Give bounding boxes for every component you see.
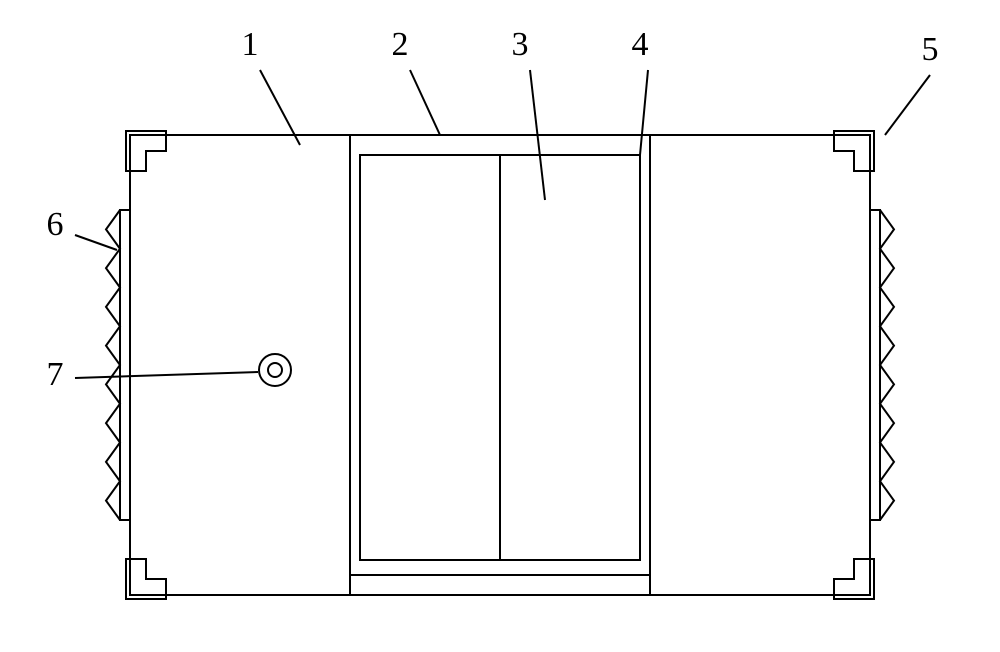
leader-4 <box>640 70 648 155</box>
left-serration-strip <box>120 210 130 520</box>
leader-2 <box>410 70 440 135</box>
label-6: 6 <box>47 206 64 243</box>
label-3: 3 <box>512 26 529 63</box>
corner-bracket-bl <box>126 559 166 599</box>
knob-inner <box>268 363 282 377</box>
leader-1 <box>260 70 300 145</box>
leader-5 <box>885 75 930 135</box>
label-1: 1 <box>242 26 259 63</box>
corner-bracket-br <box>834 559 874 599</box>
leader-7 <box>75 372 258 378</box>
label-7: 7 <box>47 356 64 393</box>
right-serration-teeth <box>880 210 894 520</box>
knob-outer <box>259 354 291 386</box>
label-4: 4 <box>632 26 649 63</box>
left-serration-teeth <box>106 210 120 520</box>
right-serration-strip <box>870 210 880 520</box>
label-2: 2 <box>392 26 409 63</box>
label-5: 5 <box>922 31 939 68</box>
corner-bracket-tr <box>834 131 874 171</box>
corner-bracket-tl <box>126 131 166 171</box>
